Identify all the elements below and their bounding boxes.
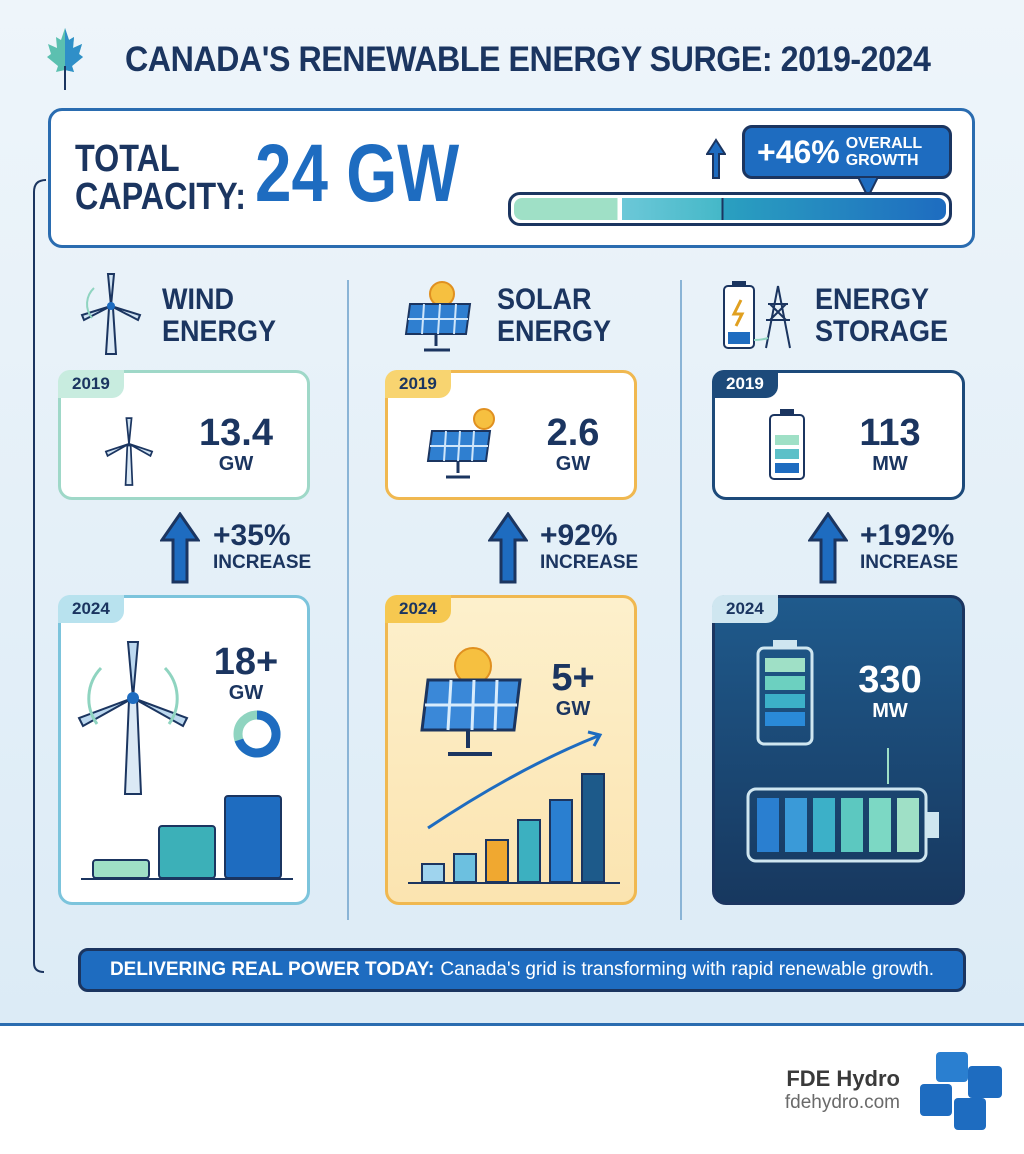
solar-growth-bars: [408, 730, 620, 884]
wind-2024-value: 18+ GW: [213, 641, 279, 704]
page-title: CANADA'S RENEWABLE ENERGY SURGE: 2019-20…: [125, 40, 931, 79]
year-tag: 2019: [385, 370, 451, 398]
bar: [158, 825, 216, 879]
up-arrow-icon: [488, 512, 528, 584]
up-arrow-icon: [808, 512, 848, 584]
footer-divider: [0, 1023, 1024, 1026]
solar-heading: SOLAR ENERGY: [497, 283, 612, 348]
growth-progress-fill: [514, 198, 946, 220]
solar-2019-value: 2.6 GW: [546, 412, 600, 475]
wind-growth-bars: [81, 795, 293, 880]
bar: [453, 853, 477, 883]
up-arrow-icon: [706, 138, 726, 179]
storage-2019-card: 2019 113 MW: [712, 370, 965, 500]
storage-2019-value: 113 MW: [859, 412, 921, 475]
battery-cells: [757, 798, 919, 852]
battery-grid-icon: [723, 281, 791, 349]
wind-turbine-icon: [77, 641, 189, 795]
wind-turbine-icon: [80, 273, 142, 355]
summary-banner: DELIVERING REAL POWER TODAY: Canada's gri…: [78, 948, 966, 992]
brand-block: FDE Hydro fdehydro.com: [760, 1066, 900, 1114]
growth-percent: +46%: [757, 133, 840, 170]
overall-growth-badge: +46% OVERALL GROWTH: [742, 125, 952, 179]
wind-turbine-icon: [104, 417, 154, 486]
connector-line: [33, 179, 47, 973]
storage-increase: +192% INCREASE: [860, 519, 959, 574]
fde-hydro-logo: [920, 1052, 1002, 1130]
large-battery-icon: [746, 787, 939, 863]
solar-2019-card: 2019 2.6 GW: [385, 370, 637, 500]
badge-pointer: [856, 177, 880, 200]
wind-2019-card: 2019 13.4 GW: [58, 370, 310, 500]
solar-increase: +92% INCREASE: [540, 519, 639, 574]
bar: [92, 859, 150, 879]
wind-increase: +35% INCREASE: [213, 519, 312, 574]
battery-icon: [769, 409, 805, 480]
column-divider: [347, 280, 349, 920]
year-tag: 2024: [58, 595, 124, 623]
brand-name: FDE Hydro: [786, 1066, 900, 1091]
solar-2024-value: 5+ GW: [551, 657, 595, 720]
solar-panel-icon: [404, 281, 472, 352]
storage-2024-value: 330 MW: [858, 659, 922, 722]
bar: [517, 819, 541, 883]
total-capacity-label: TOTAL CAPACITY:: [75, 138, 247, 218]
growth-progress-bar: [508, 192, 952, 226]
year-tag: 2019: [712, 370, 778, 398]
solar-panel-icon: [420, 647, 522, 756]
maple-leaf-icon: [47, 28, 83, 90]
up-arrow-icon: [160, 512, 200, 584]
wind-2024-card: 2024 18+ GW: [58, 595, 310, 905]
bar: [549, 799, 573, 883]
solar-panel-icon: [426, 408, 495, 479]
wind-2019-value: 13.4 GW: [199, 412, 273, 475]
year-tag: 2024: [712, 595, 778, 623]
donut-chart-icon: [233, 710, 281, 758]
bar: [485, 839, 509, 883]
battery-icon: [756, 640, 814, 746]
bar: [581, 773, 605, 883]
solar-2024-card: 2024 5+ GW: [385, 595, 637, 905]
connector: [887, 748, 889, 784]
storage-heading: ENERGY STORAGE: [815, 283, 949, 348]
bar: [224, 795, 282, 879]
column-divider: [680, 280, 682, 920]
year-tag: 2019: [58, 370, 124, 398]
brand-url[interactable]: fdehydro.com: [784, 1092, 900, 1113]
storage-2024-card: 2024 330 MW: [712, 595, 965, 905]
year-tag: 2024: [385, 595, 451, 623]
total-capacity-value: 24 GW: [255, 128, 460, 219]
wind-heading: WIND ENERGY: [162, 283, 277, 348]
bar: [421, 863, 445, 883]
growth-label: OVERALL GROWTH: [845, 135, 923, 169]
